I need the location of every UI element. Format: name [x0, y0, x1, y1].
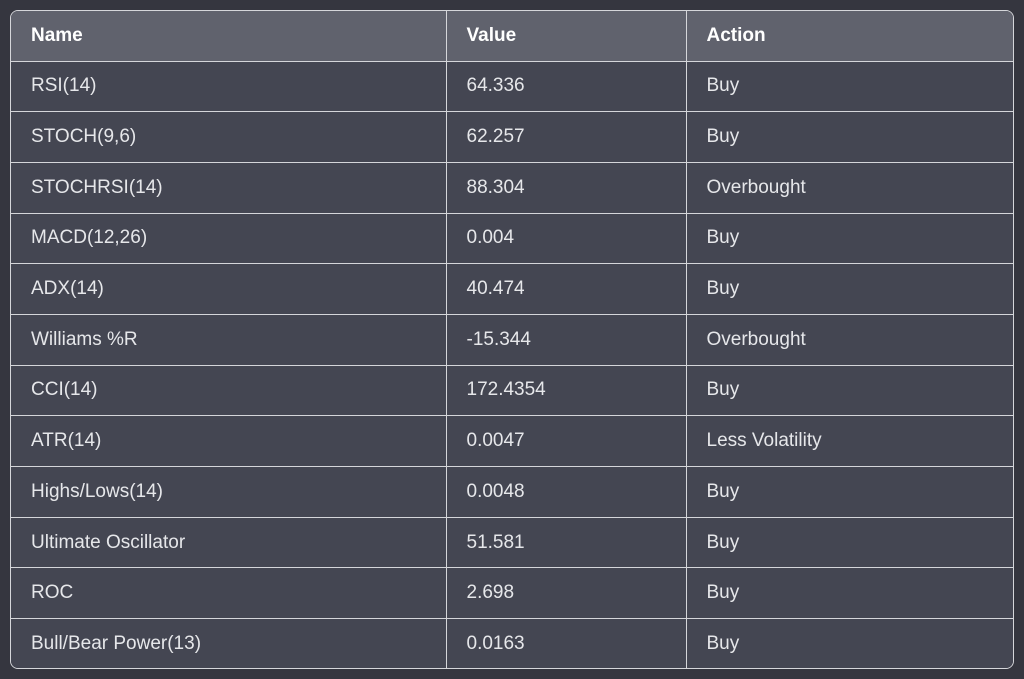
table-header-row: Name Value Action	[11, 11, 1013, 62]
cell-value: 172.4354	[446, 365, 687, 417]
cell-name: Williams %R	[11, 314, 447, 366]
table-row: ROC 2.698 Buy	[11, 567, 1013, 620]
table-row: ATR(14) 0.0047 Less Volatility	[11, 415, 1013, 467]
table-row: MACD(12,26) 0.004 Buy	[11, 213, 1013, 265]
cell-action: Buy	[686, 567, 1013, 620]
table-row: Williams %R -15.344 Overbought	[11, 314, 1013, 366]
cell-name: STOCH(9,6)	[11, 111, 447, 163]
cell-action: Buy	[686, 365, 1013, 417]
cell-action: Overbought	[686, 162, 1013, 214]
table-row: Bull/Bear Power(13) 0.0163 Buy	[11, 618, 1013, 668]
cell-name: Ultimate Oscillator	[11, 517, 447, 569]
table-row: CCI(14) 172.4354 Buy	[11, 365, 1013, 417]
technical-indicators-table: Name Value Action RSI(14) 64.336 Buy STO…	[11, 11, 1013, 668]
cell-action: Buy	[686, 213, 1013, 265]
cell-value: 64.336	[446, 61, 687, 113]
cell-name: RSI(14)	[11, 61, 447, 113]
cell-action: Overbought	[686, 314, 1013, 366]
cell-action: Buy	[686, 111, 1013, 163]
cell-name: CCI(14)	[11, 365, 447, 417]
indicator-table-container: Name Value Action RSI(14) 64.336 Buy STO…	[10, 10, 1014, 669]
table-row: RSI(14) 64.336 Buy	[11, 61, 1013, 113]
cell-value: 62.257	[446, 111, 687, 163]
cell-value: 0.0047	[446, 415, 687, 467]
cell-value: 0.004	[446, 213, 687, 265]
cell-value: 0.0163	[446, 618, 687, 668]
column-header-action: Action	[686, 11, 1013, 62]
cell-value: 0.0048	[446, 466, 687, 518]
table-row: STOCHRSI(14) 88.304 Overbought	[11, 162, 1013, 214]
cell-name: ROC	[11, 567, 447, 620]
cell-value: 40.474	[446, 263, 687, 315]
table-row: STOCH(9,6) 62.257 Buy	[11, 111, 1013, 163]
cell-name: MACD(12,26)	[11, 213, 447, 265]
cell-value: -15.344	[446, 314, 687, 366]
cell-action: Buy	[686, 61, 1013, 113]
cell-name: STOCHRSI(14)	[11, 162, 447, 214]
cell-value: 2.698	[446, 567, 687, 620]
cell-action: Buy	[686, 466, 1013, 518]
cell-value: 88.304	[446, 162, 687, 214]
table-row: ADX(14) 40.474 Buy	[11, 263, 1013, 315]
cell-action: Buy	[706, 633, 740, 655]
table-row: Ultimate Oscillator 51.581 Buy	[11, 517, 1013, 569]
cell-value: 51.581	[446, 517, 687, 569]
cell-action: Less Volatility	[686, 415, 1013, 467]
cell-name: Highs/Lows(14)	[11, 466, 447, 518]
column-header-value: Value	[446, 11, 687, 62]
cell-name: ATR(14)	[11, 415, 447, 467]
cell-action: Buy	[686, 263, 1013, 315]
cell-name: Bull/Bear Power(13)	[11, 618, 447, 668]
column-header-name: Name	[11, 11, 447, 62]
table-row: Highs/Lows(14) 0.0048 Buy	[11, 466, 1013, 518]
cell-name: ADX(14)	[11, 263, 447, 315]
cell-action: Buy	[686, 517, 1013, 569]
